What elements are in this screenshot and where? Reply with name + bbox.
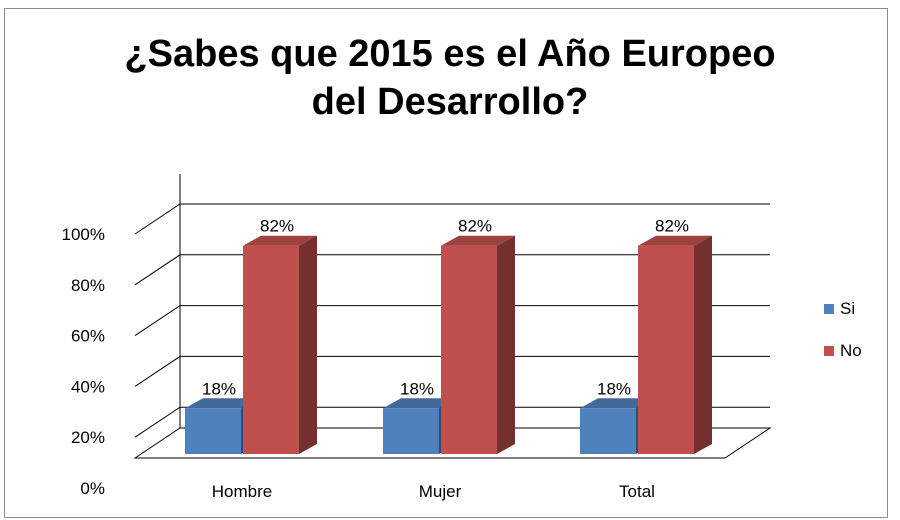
gridline (134, 406, 770, 438)
bar-side-no-total (694, 235, 712, 454)
bar-top-si-hombre (185, 398, 259, 409)
bar-si-mujer (383, 408, 439, 454)
bars-layer (185, 235, 712, 454)
bar-no-total (638, 245, 694, 454)
y-tick-label: 60% (71, 327, 105, 346)
bar-si-hombre (185, 408, 241, 454)
bar-top-si-mujer (383, 398, 457, 409)
bar-top-no-hombre (243, 235, 317, 246)
y-tick-label: 20% (71, 428, 105, 447)
x-tick-label-total: Total (619, 482, 655, 501)
data-label-si-hombre: 18% (202, 379, 236, 398)
chart-title-line-2: del Desarrollo? (311, 81, 589, 123)
bar-top-no-total (638, 235, 712, 246)
y-tick-label: 80% (71, 276, 105, 295)
gridline (134, 305, 770, 337)
bar-no-hombre (243, 245, 299, 454)
y-tick-label: 0% (80, 479, 105, 498)
y-axis-ticks: 0% 20% 40% 60% 80% 100% (62, 225, 105, 498)
legend-item-no: No (824, 340, 862, 362)
chart-title-line-1: ¿Sabes que 2015 es el Año Europeo (124, 33, 776, 75)
legend-swatch-no (824, 346, 834, 356)
y-tick-label: 40% (71, 377, 105, 396)
legend-item-si: Si (824, 298, 862, 320)
legend-label-si: Si (840, 299, 856, 318)
legend: Si No (824, 298, 862, 382)
data-label-si-total: 18% (597, 379, 631, 398)
bar-top-si-total (580, 398, 654, 409)
bar-side-no-mujer (497, 235, 515, 454)
x-axis-ticks: Hombre Mujer Total (212, 482, 655, 501)
data-label-no-total: 82% (655, 217, 689, 236)
gridline (134, 254, 770, 286)
x-tick-label-hombre: Hombre (212, 482, 272, 501)
gridline (134, 203, 770, 235)
y-tick-label: 100% (62, 225, 105, 244)
bar-si-total (580, 408, 636, 454)
data-label-no-mujer: 82% (458, 217, 492, 236)
data-label-si-mujer: 18% (400, 379, 434, 398)
bar-side-no-hombre (299, 235, 317, 454)
bar-no-mujer (441, 245, 497, 454)
x-tick-label-mujer: Mujer (419, 482, 462, 501)
chart-title: ¿Sabes que 2015 es el Año Europeo del De… (0, 30, 900, 126)
legend-swatch-si (824, 304, 834, 314)
bar-top-no-mujer (441, 235, 515, 246)
gridline (134, 355, 770, 387)
data-labels-layer: 18% 82% 18% 82% 18% 82% (202, 217, 689, 399)
legend-label-no: No (840, 341, 862, 360)
data-label-no-hombre: 82% (260, 217, 294, 236)
